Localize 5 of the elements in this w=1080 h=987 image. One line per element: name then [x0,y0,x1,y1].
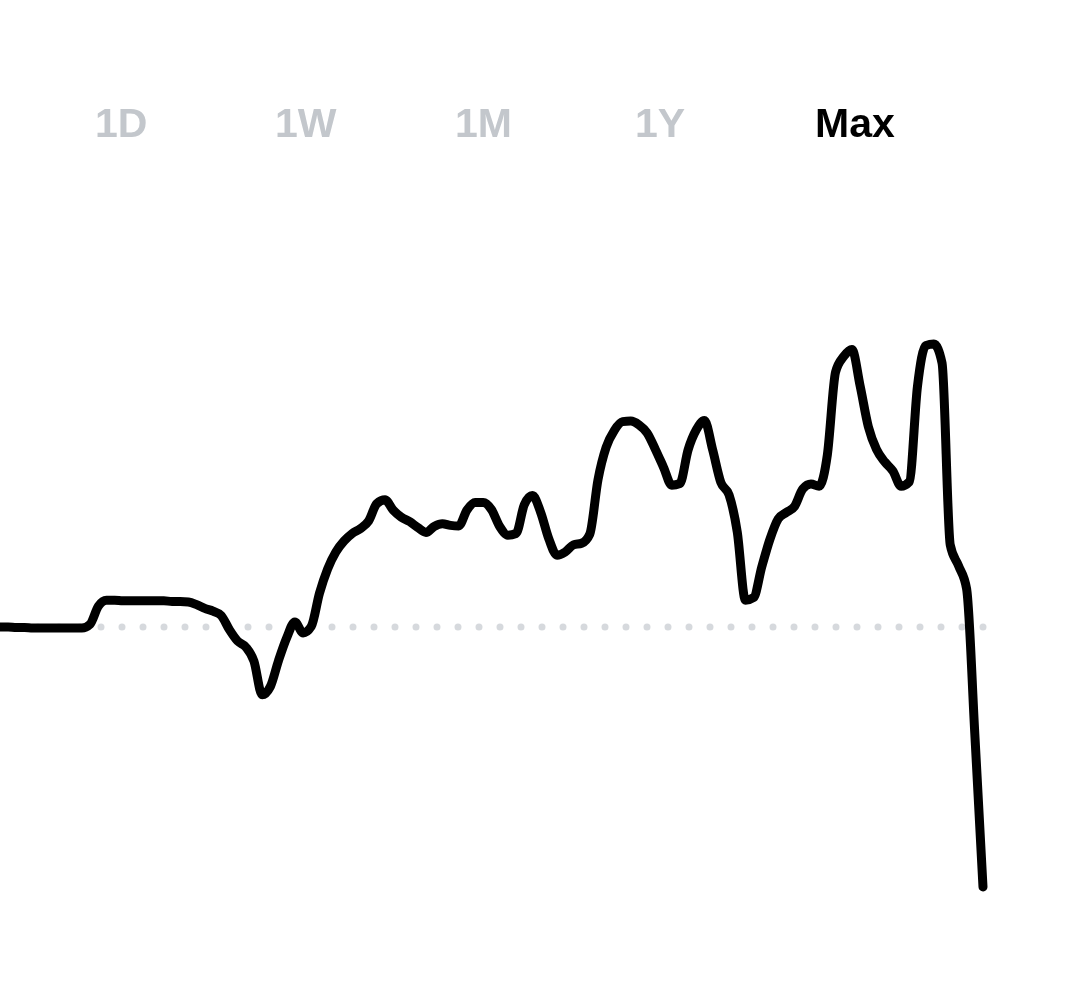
time-range-button[interactable]: Max [815,103,895,144]
time-range-button[interactable]: 1W [275,103,337,144]
time-range-button[interactable]: 1D [95,103,148,144]
time-range-button[interactable]: 1M [455,103,512,144]
time-range-button[interactable]: 1Y [635,103,686,144]
